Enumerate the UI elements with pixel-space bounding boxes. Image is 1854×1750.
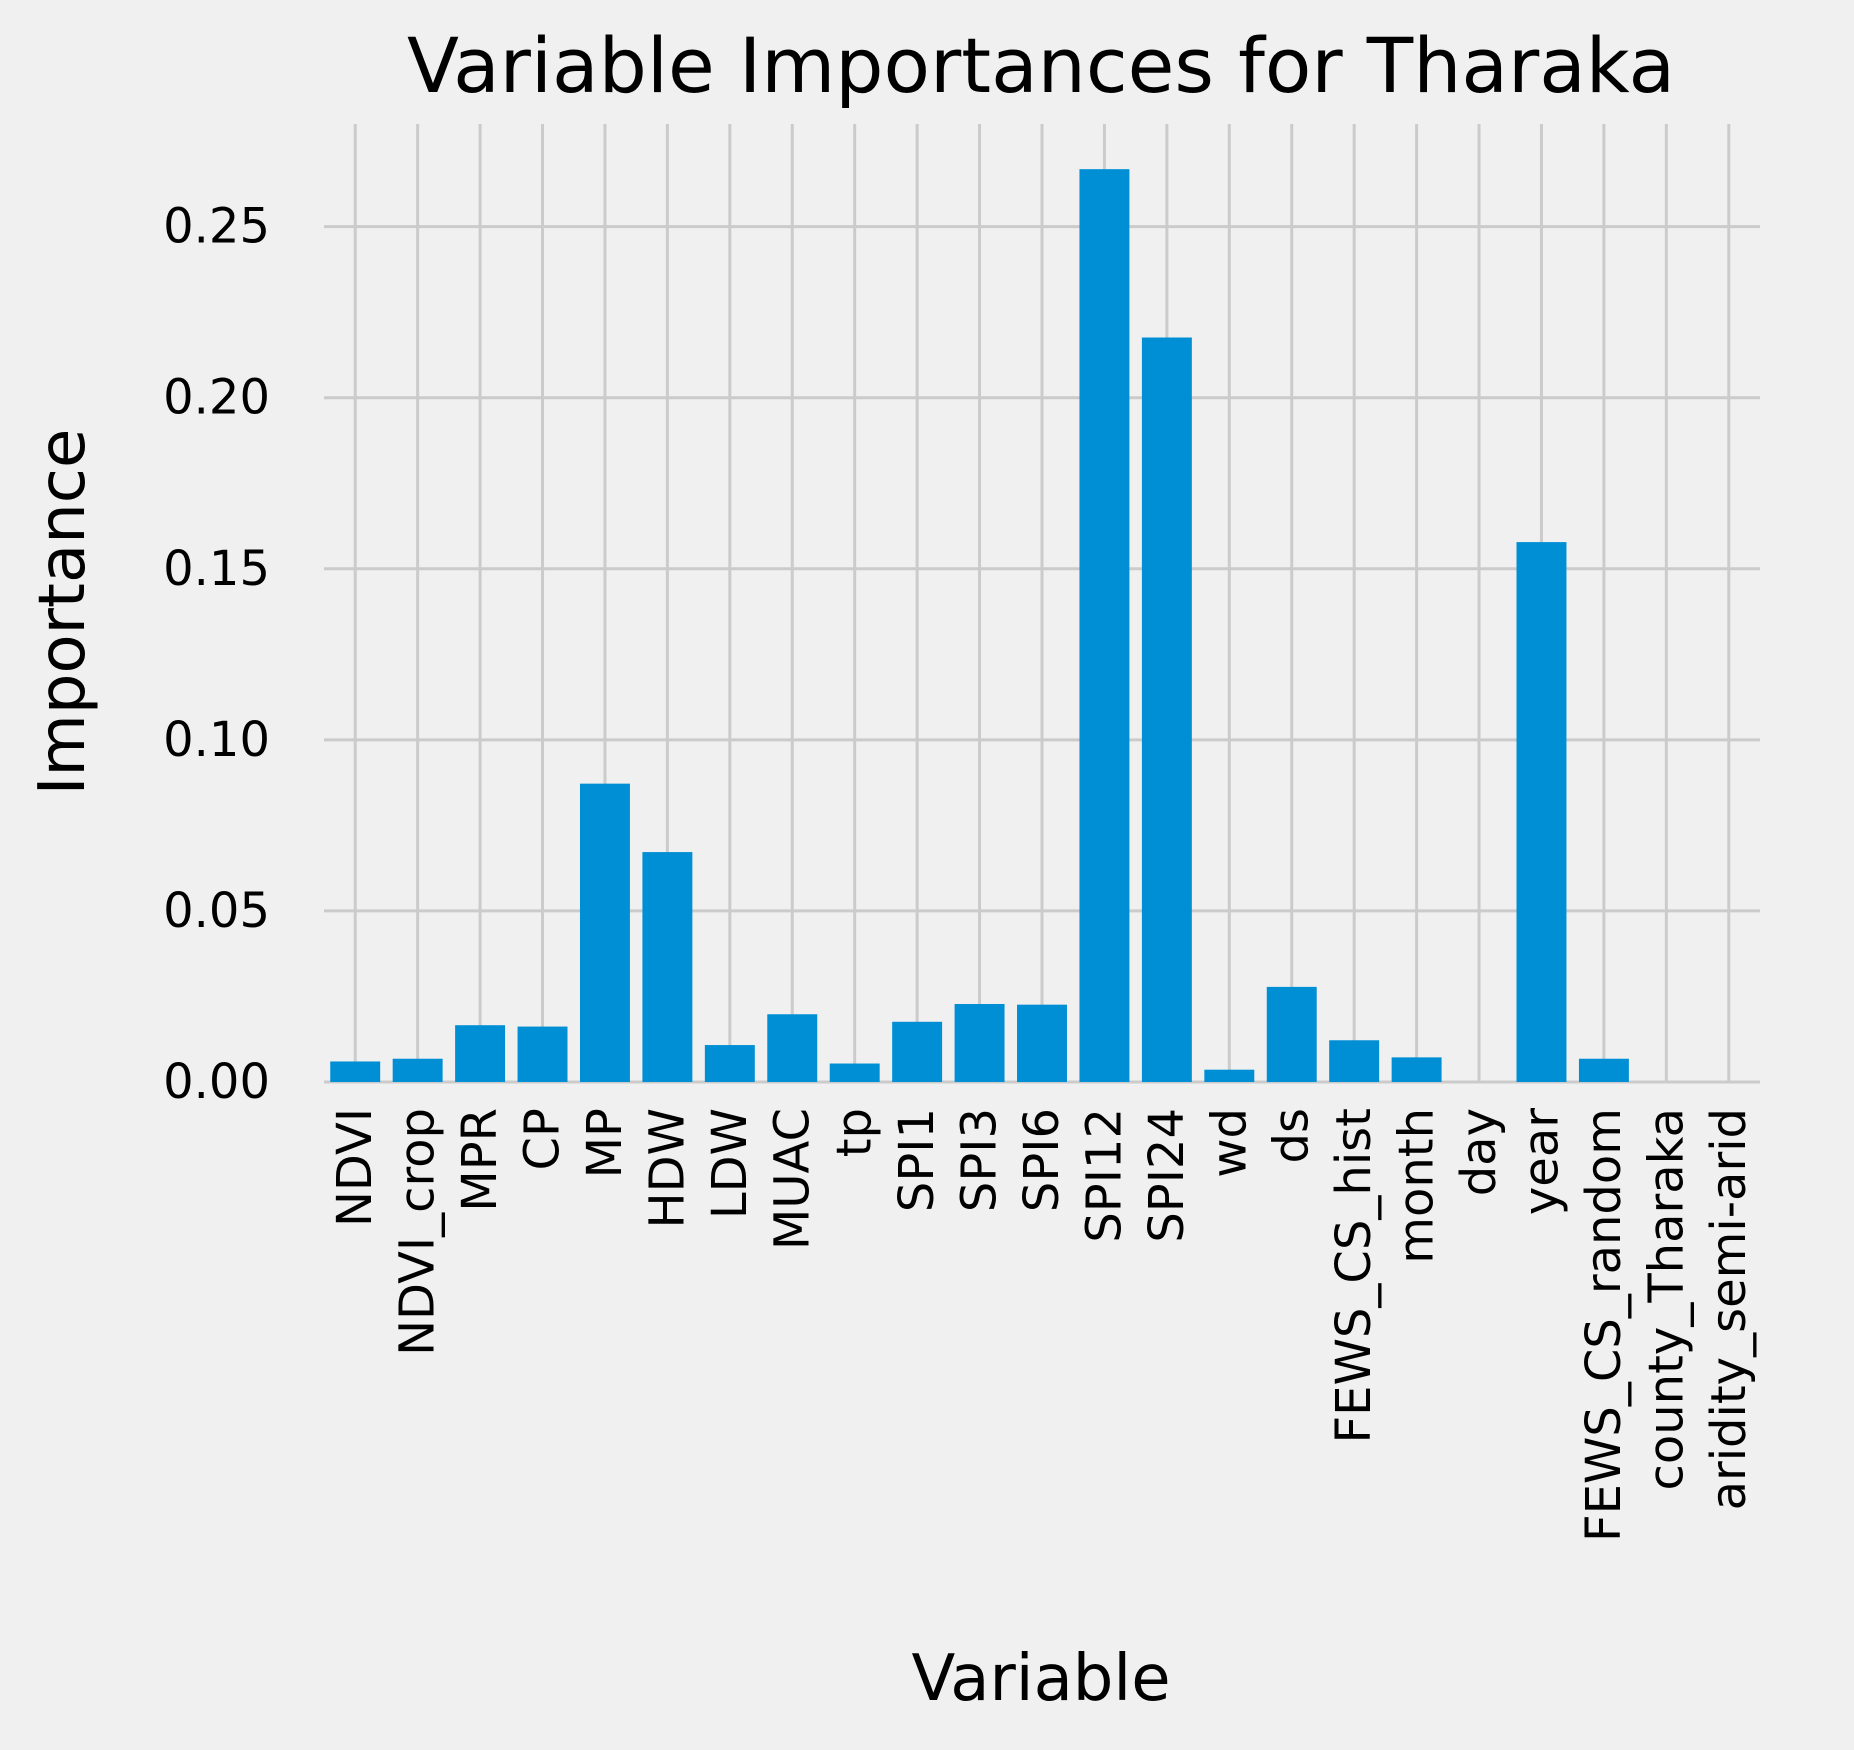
x-tick-label: LDW	[702, 1108, 758, 1219]
bar	[1329, 1040, 1380, 1082]
x-tick-label: FEWS_CS_hist	[1326, 1108, 1382, 1443]
bar	[1578, 1058, 1629, 1082]
x-tick-labels: NDVI NDVI_crop MPR CP MP HDW LDW MUAC tp SPI1 SPI3…	[327, 1108, 1757, 1542]
x-tick-label: SPI1	[889, 1108, 945, 1212]
bar	[1079, 169, 1130, 1083]
x-tick-label: ds	[1264, 1108, 1320, 1163]
bar	[579, 783, 630, 1082]
bar	[704, 1045, 755, 1082]
x-tick-label: MPR	[452, 1108, 508, 1212]
x-tick-label: HDW	[639, 1108, 695, 1229]
x-tick-label: MUAC	[764, 1108, 820, 1250]
x-tick-label: SPI3	[952, 1108, 1008, 1212]
x-tick-label: month	[1389, 1108, 1445, 1264]
x-tick-label: day	[1451, 1108, 1507, 1196]
bar	[954, 1003, 1005, 1082]
bar	[1516, 542, 1567, 1082]
bar	[1141, 337, 1192, 1082]
bar	[392, 1058, 443, 1082]
y-tick-label: 0.00	[163, 1054, 270, 1110]
y-tick-label: 0.05	[163, 883, 270, 939]
bar	[892, 1021, 943, 1082]
y-tick-label: 0.25	[163, 199, 270, 255]
x-tick-label: NDVI_crop	[390, 1108, 446, 1356]
x-tick-label: CP	[515, 1108, 571, 1170]
x-tick-label: tp	[827, 1108, 883, 1157]
grid-layer	[324, 124, 1760, 1084]
x-tick-label: FEWS_CS_random	[1576, 1108, 1632, 1542]
x-tick-label: wd	[1201, 1108, 1257, 1178]
bar	[330, 1061, 381, 1082]
x-tick-label: SPI12	[1076, 1108, 1132, 1243]
x-tick-label: county_Tharaka	[1638, 1108, 1694, 1491]
y-tick-label: 0.15	[163, 541, 270, 597]
x-axis-label: Variable	[911, 1642, 1170, 1716]
bar	[1204, 1069, 1255, 1082]
y-tick-label: 0.10	[163, 712, 270, 768]
y-tick-labels: 0.00 0.05 0.10 0.15 0.20 0.25	[163, 199, 270, 1110]
bar-layer	[330, 169, 1629, 1083]
bar	[829, 1063, 880, 1082]
bar	[1017, 1004, 1067, 1082]
bar	[1266, 986, 1317, 1082]
x-tick-label: SPI24	[1139, 1108, 1195, 1243]
y-tick-label: 0.20	[163, 370, 270, 426]
x-tick-label: SPI6	[1014, 1108, 1070, 1212]
x-tick-label: year	[1513, 1108, 1569, 1215]
bar	[1391, 1057, 1442, 1082]
bar	[767, 1014, 818, 1082]
bar	[455, 1025, 506, 1082]
bar	[642, 852, 693, 1082]
chart-title: Variable Importances for Tharaka	[407, 21, 1675, 110]
x-tick-label: MP	[577, 1108, 633, 1178]
x-tick-label: aridity_semi-arid	[1701, 1108, 1757, 1510]
bar	[517, 1026, 568, 1082]
x-tick-label: NDVI	[327, 1108, 383, 1227]
y-axis-label: Importance	[26, 429, 100, 796]
